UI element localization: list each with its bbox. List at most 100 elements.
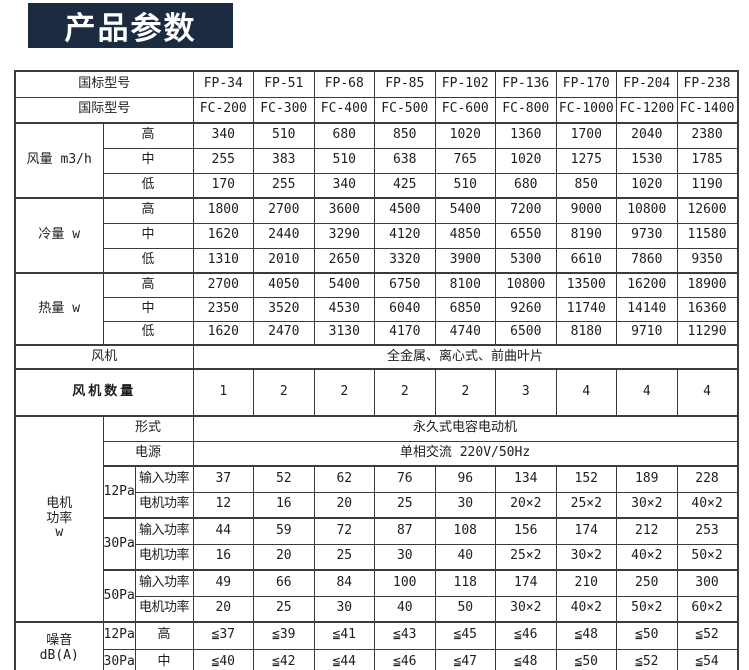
table-cell: 1620 <box>192 222 255 249</box>
table-cell: 40×2 <box>616 543 678 571</box>
table-cell: 7860 <box>616 247 678 274</box>
table-cell: 30 <box>434 491 497 519</box>
table-cell: 2 <box>374 368 436 417</box>
table-cell: 20 <box>192 595 255 623</box>
table-cell: 4740 <box>434 320 497 346</box>
level-mid: 中 <box>102 296 194 322</box>
row-label-input-power: 输入功率 <box>134 465 194 493</box>
table-cell: 6850 <box>434 296 497 322</box>
table-row: 中 1620 2440 3290 4120 4850 6550 8190 9730 11580 <box>15 222 739 249</box>
table-cell: 2380 <box>676 122 739 149</box>
table-cell: 174 <box>555 517 618 545</box>
table-cell: 7200 <box>495 197 557 224</box>
table-cell: 4050 <box>253 272 315 298</box>
table-cell: 20 <box>313 491 376 519</box>
table-cell: FP-170 <box>555 70 618 98</box>
table-row: 冷量 w 高 1800 2700 3600 4500 5400 7200 9000 10800 12… <box>14 197 739 274</box>
table-cell: 66 <box>253 569 315 597</box>
table-cell: 4500 <box>374 197 436 224</box>
table-cell: FC-200 <box>192 96 255 124</box>
table-cell: 3290 <box>313 222 376 249</box>
pressure-12pa: 12Pa <box>102 621 136 650</box>
power-supply-value: 单相交流 220V/50Hz <box>192 440 739 467</box>
table-cell: 5300 <box>495 247 557 274</box>
table-row: 电机功率 16 20 25 30 40 25×2 30×2 40×2 50×2 <box>15 543 739 571</box>
table-cell: 40×2 <box>555 595 618 623</box>
table-row: 中 255 383 510 638 765 1020 1275 1530 1785 <box>15 147 739 174</box>
table-cell: 9260 <box>495 296 557 322</box>
row-label-heating: 热量 w <box>14 272 104 346</box>
table-cell: 50 <box>434 595 497 623</box>
table-cell: 25 <box>313 543 376 571</box>
row-label-fan-qty: 风机数量 <box>14 368 194 417</box>
row-label-fan: 风机 <box>14 344 194 370</box>
table-cell: 87 <box>374 517 436 545</box>
table-cell: 25×2 <box>495 543 557 571</box>
table-cell: 118 <box>434 569 497 597</box>
table-cell: FC-600 <box>434 96 497 124</box>
table-cell: 40×2 <box>676 491 739 519</box>
table-cell: 84 <box>313 569 376 597</box>
table-row: 国际型号 FC-200 FC-300 FC-400 FC-500 FC-600 FC-800… <box>14 96 739 124</box>
table-cell: 2650 <box>313 247 376 274</box>
table-cell: FP-238 <box>676 70 739 98</box>
table-cell: 4120 <box>374 222 436 249</box>
table-cell: 4530 <box>313 296 376 322</box>
table-cell: 20 <box>253 543 315 571</box>
table-row: 30Pa 中 ≦40 ≦42 ≦44 ≦46 ≦47 ≦48 ≦50 ≦52 ≦54 <box>15 648 739 670</box>
level-mid: 中 <box>102 147 194 174</box>
table-cell: 52 <box>253 465 315 493</box>
table-cell: 5400 <box>434 197 497 224</box>
table-cell: 3320 <box>374 247 436 274</box>
table-cell: 1020 <box>434 122 497 149</box>
table-cell: 383 <box>253 147 315 174</box>
table-cell: 2010 <box>253 247 315 274</box>
table-cell: 16360 <box>676 296 739 322</box>
table-cell: 6750 <box>374 272 436 298</box>
table-row: 风量 m3/h 高 340 510 680 850 1020 1360 1700 2040 2380 <box>14 122 739 199</box>
level-low: 低 <box>102 172 194 199</box>
table-cell: 850 <box>374 122 436 149</box>
table-cell: 44 <box>192 517 255 545</box>
table-cell: 4 <box>616 368 678 417</box>
level-low: 低 <box>102 247 194 274</box>
level-high: 高 <box>134 621 194 650</box>
table-cell: 189 <box>616 465 678 493</box>
pressure-50pa: 50Pa <box>102 569 136 623</box>
table-cell: 2350 <box>192 296 255 322</box>
table-cell: 40 <box>434 543 497 571</box>
table-cell: 1275 <box>555 147 618 174</box>
table-cell: 2700 <box>192 272 255 298</box>
table-cell: FP-34 <box>192 70 255 98</box>
table-cell: FP-68 <box>313 70 376 98</box>
table-cell: 96 <box>434 465 497 493</box>
table-cell: 4170 <box>374 320 436 346</box>
table-row: 电机功率 12 16 20 25 30 20×2 25×2 30×2 40×2 <box>15 491 739 519</box>
table-cell: 8190 <box>555 222 618 249</box>
table-cell: 212 <box>616 517 678 545</box>
table-cell: 49 <box>192 569 255 597</box>
table-cell: 510 <box>253 122 315 149</box>
table-cell: 1310 <box>192 247 255 274</box>
table-cell: ≦41 <box>313 621 376 650</box>
table-cell: 10800 <box>616 197 678 224</box>
table-cell: FC-300 <box>253 96 315 124</box>
table-row: 50Pa 输入功率 49 66 84 100 118 174 210 250 300 <box>15 569 739 623</box>
level-low: 低 <box>102 320 194 346</box>
row-label-input-power: 输入功率 <box>134 517 194 545</box>
table-row: 低 1310 2010 2650 3320 3900 5300 6610 7860 9350 <box>15 247 739 274</box>
table-cell: 11740 <box>555 296 618 322</box>
pressure-12pa: 12Pa <box>102 465 136 519</box>
table-cell: 1620 <box>192 320 255 346</box>
table-cell: ≦48 <box>495 648 557 670</box>
table-cell: 30 <box>313 595 376 623</box>
table-cell: 1700 <box>555 122 618 149</box>
table-cell: 638 <box>374 147 436 174</box>
table-cell: 680 <box>313 122 376 149</box>
spec-table-body: 国标型号 FP-34 FP-51 FP-68 FP-85 FP-102 FP-136 FP-1… <box>14 70 739 670</box>
table-cell: FC-500 <box>374 96 436 124</box>
table-cell: FC-1400 <box>676 96 739 124</box>
table-cell: 425 <box>374 172 436 199</box>
table-cell: 13500 <box>555 272 618 298</box>
row-label-gb-model: 国标型号 <box>14 70 194 98</box>
